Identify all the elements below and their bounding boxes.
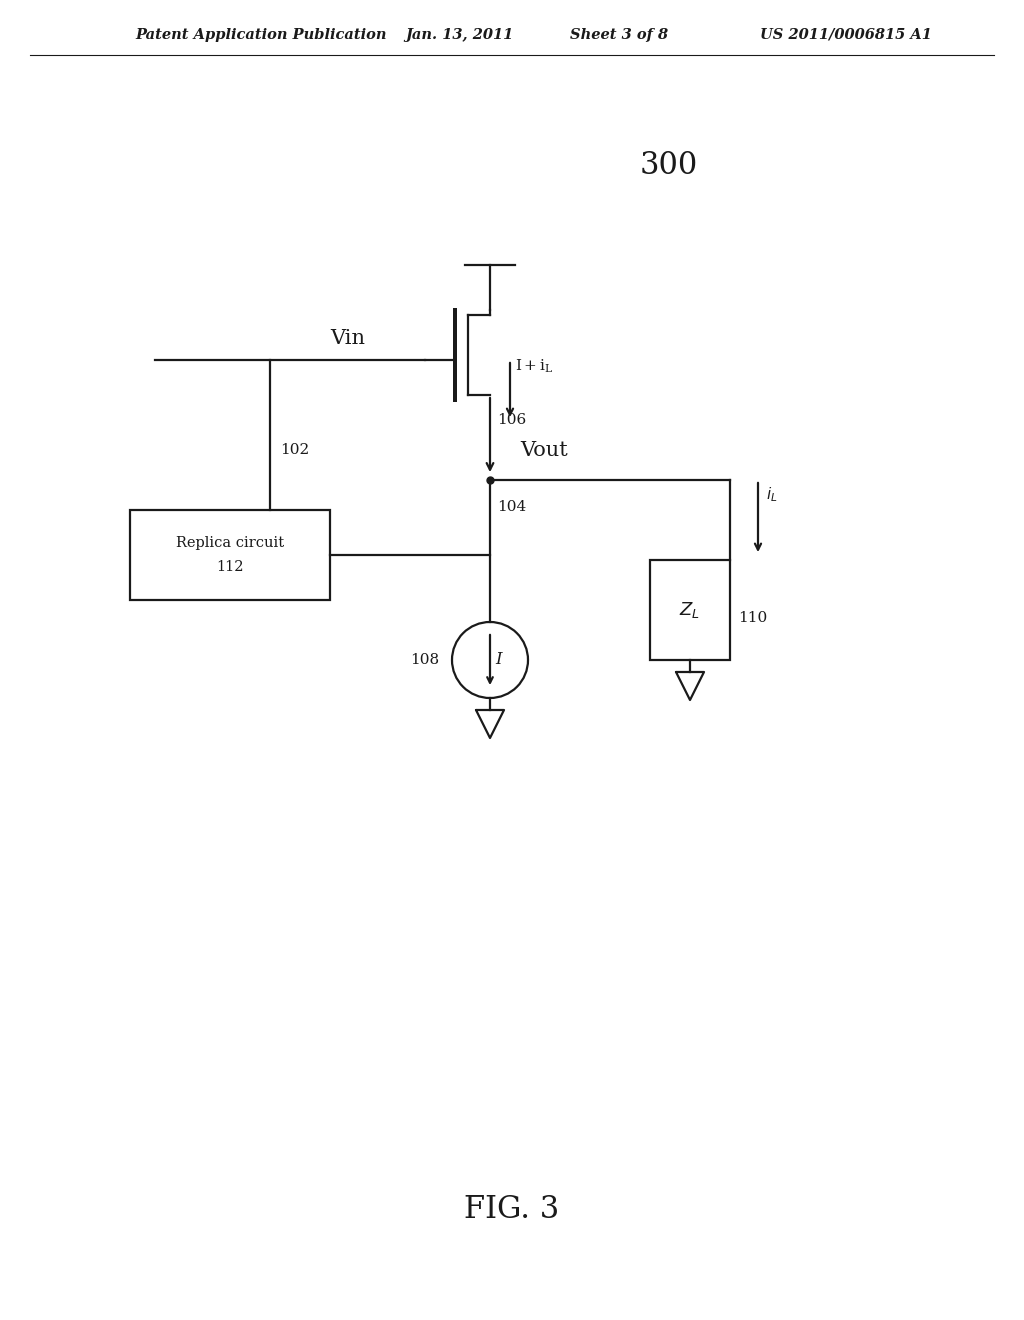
Text: 106: 106: [497, 413, 526, 426]
Bar: [130, 510, 330, 601]
Text: Patent Application Publication: Patent Application Publication: [135, 28, 386, 42]
Text: I: I: [495, 652, 502, 668]
Text: US 2011/0006815 A1: US 2011/0006815 A1: [760, 28, 932, 42]
Text: 300: 300: [640, 149, 698, 181]
Text: Vout: Vout: [520, 441, 567, 459]
Bar: [650, 560, 730, 660]
Text: $i_L$: $i_L$: [766, 484, 777, 504]
Text: Replica circuit: Replica circuit: [176, 536, 284, 550]
Text: $Z_L$: $Z_L$: [680, 601, 700, 620]
Text: 112: 112: [216, 560, 244, 574]
Text: 104: 104: [497, 500, 526, 513]
Text: Sheet 3 of 8: Sheet 3 of 8: [570, 28, 668, 42]
Text: Vin: Vin: [330, 329, 365, 348]
Text: 102: 102: [280, 444, 309, 457]
Text: 108: 108: [410, 653, 439, 667]
Text: 110: 110: [738, 611, 767, 624]
Text: FIG. 3: FIG. 3: [464, 1195, 560, 1225]
Text: Jan. 13, 2011: Jan. 13, 2011: [406, 28, 513, 42]
Text: $\mathregular{I+i_L}$: $\mathregular{I+i_L}$: [515, 358, 554, 375]
